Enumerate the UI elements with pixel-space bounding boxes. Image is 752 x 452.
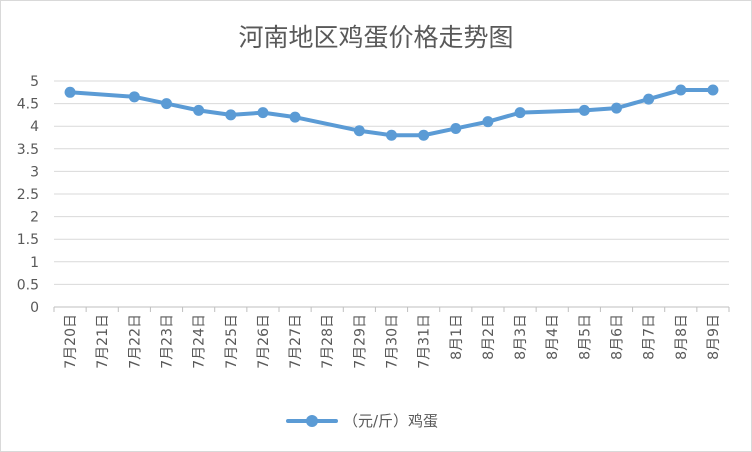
x-tick-label: 7月29日 <box>352 314 368 369</box>
y-tick-label: 4 <box>30 119 39 135</box>
x-tick-label: 8月8日 <box>674 314 690 360</box>
y-tick-label: 5 <box>30 74 39 90</box>
x-tick-label: 7月27日 <box>288 314 304 369</box>
x-tick-label: 7月30日 <box>385 314 401 369</box>
legend-label: （元/斤）鸡蛋 <box>343 412 438 430</box>
data-point <box>707 84 719 96</box>
data-point <box>482 116 494 128</box>
legend-point-marker <box>306 415 318 427</box>
x-tick-label: 8月5日 <box>577 314 593 360</box>
x-tick-label: 7月22日 <box>127 314 143 369</box>
y-tick-label: 0 <box>30 300 39 316</box>
legend: （元/斤）鸡蛋 <box>286 412 438 430</box>
x-tick-label: 7月23日 <box>160 314 176 369</box>
data-point <box>64 86 76 98</box>
x-tick-label: 8月7日 <box>642 314 658 360</box>
data-point <box>225 109 237 121</box>
data-point <box>161 98 172 110</box>
y-tick-label: 4.5 <box>17 97 39 113</box>
data-point <box>450 122 462 134</box>
x-tick-label: 8月2日 <box>481 314 497 360</box>
gridlines <box>54 80 729 308</box>
data-point <box>675 84 687 96</box>
data-point <box>289 111 301 123</box>
x-axis-ticks: 7月20日 7月21日 7月22日 7月23日 7月24日 7月25日 7月26日 7月27日… <box>53 307 730 369</box>
data-point <box>257 107 269 119</box>
data-point <box>128 91 140 103</box>
series-layer <box>64 84 719 141</box>
y-tick-label: 2.5 <box>17 187 39 203</box>
x-tick-label: 7月25日 <box>224 314 240 369</box>
x-tick-label: 7月20日 <box>63 314 79 369</box>
y-tick-label: 2 <box>30 210 39 226</box>
x-tick-label: 7月31日 <box>417 314 433 369</box>
data-point <box>514 107 526 119</box>
data-point <box>643 93 655 105</box>
data-point <box>193 104 205 116</box>
x-tick-label: 7月28日 <box>320 314 336 369</box>
data-point <box>611 102 622 114</box>
x-tick-label: 8月4日 <box>545 314 561 360</box>
x-tick-label: 8月9日 <box>706 314 722 360</box>
x-tick-label: 7月26日 <box>256 314 272 369</box>
x-tick-label: 7月24日 <box>192 314 208 369</box>
y-tick-label: 3 <box>30 164 39 180</box>
x-tick-label: 8月3日 <box>513 314 529 360</box>
data-point <box>578 104 590 116</box>
x-tick-label: 8月6日 <box>610 314 626 360</box>
y-tick-label: 0.5 <box>17 277 39 293</box>
data-point <box>386 129 397 141</box>
x-tick-label: 8月1日 <box>449 314 465 360</box>
y-axis-ticks: 0 0.5 1 1.5 2 2.5 3 3.5 4 4.5 5 <box>17 74 39 316</box>
y-tick-label: 3.5 <box>17 142 39 158</box>
y-tick-label: 1 <box>30 255 39 271</box>
data-point <box>418 129 430 141</box>
x-tick-label: 7月21日 <box>95 314 111 369</box>
y-tick-label: 1.5 <box>17 232 39 248</box>
data-point <box>353 125 365 137</box>
chart-title: 河南地区鸡蛋价格走势图 <box>238 23 513 52</box>
